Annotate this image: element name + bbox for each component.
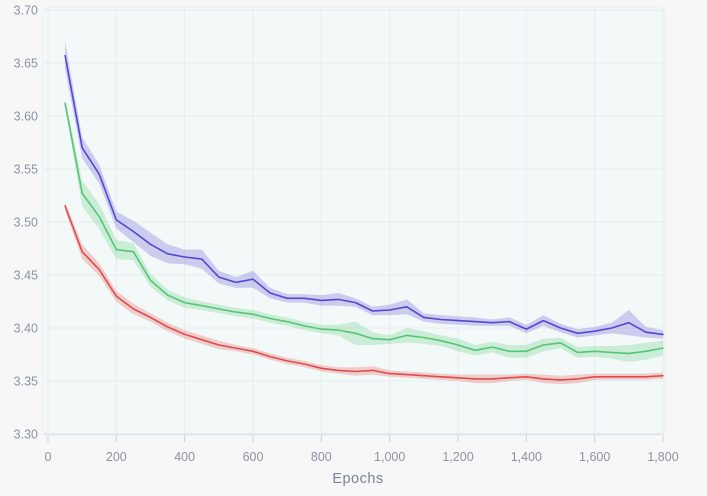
- y-tick-label: 3.60: [14, 110, 38, 124]
- x-tick-label: 400: [174, 450, 195, 464]
- y-tick-label: 3.50: [14, 216, 38, 230]
- x-tick-label: 1,800: [647, 450, 678, 464]
- x-tick-label: 800: [311, 450, 332, 464]
- x-axis-title: Epochs: [332, 471, 383, 487]
- y-tick-label: 3.45: [14, 269, 38, 283]
- y-tick-label: 3.70: [14, 4, 38, 18]
- x-tick-label: 1,200: [442, 450, 473, 464]
- x-tick-label: 1,000: [374, 450, 405, 464]
- x-tick-label: 200: [106, 450, 127, 464]
- series-lines: [64, 54, 664, 381]
- x-tick-label: 600: [243, 450, 264, 464]
- red-series-line: [64, 205, 664, 381]
- gridlines: [44, 8, 664, 435]
- y-tick-label: 3.30: [14, 428, 38, 442]
- x-tick-label: 1,600: [579, 450, 610, 464]
- green-series-line: [64, 102, 664, 355]
- axis-ticks: 3.30 3.35 3.40 3.45 3.50 3.55 3.60 3.65 3.70 0 200…: [14, 4, 679, 465]
- y-tick-label: 3.35: [14, 375, 38, 389]
- x-tick-label: 0: [45, 450, 52, 464]
- x-tick-label: 1,400: [511, 450, 542, 464]
- blue-series-line: [64, 54, 664, 336]
- y-tick-label: 3.65: [14, 57, 38, 71]
- y-tick-label: 3.40: [14, 322, 38, 336]
- y-tick-label: 3.55: [14, 163, 38, 177]
